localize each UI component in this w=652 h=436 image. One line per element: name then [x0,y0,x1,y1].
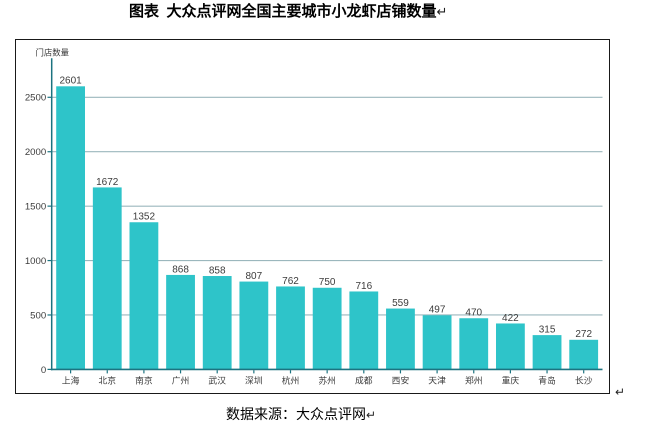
bar-value-label: 422 [502,313,519,324]
x-tick-label: 北京 [98,374,116,385]
bar-value-label: 716 [355,281,372,292]
y-tick-label: 2000 [25,147,46,158]
y-axis-title: 门店数量 [36,48,70,58]
chart-title-text: 图表 大众点评网全国主要城市小龙虾店铺数量 [129,4,437,20]
bar-value-label: 1672 [96,177,119,188]
x-tick-label: 深圳 [245,375,263,385]
x-tick-label: 南京 [135,374,153,385]
bar [56,86,85,370]
paragraph-mark-icon: ↵ [436,4,448,19]
bar-value-label: 2601 [59,76,82,87]
bar [276,286,305,370]
bar [349,291,379,370]
bar-value-label: 559 [392,298,409,309]
bar-value-label: 868 [172,264,189,275]
paragraph-mark-icon: ↵ [615,385,626,399]
bar-value-label: 497 [429,305,446,316]
x-tick-label: 杭州 [282,374,300,385]
y-tick-label: 500 [30,310,46,321]
bar [92,187,122,370]
bar-value-label: 762 [282,276,299,287]
bar-value-label: 750 [319,277,336,288]
y-tick-label: 2500 [25,93,46,104]
bar [496,323,525,370]
bar [386,308,415,370]
chart-frame: 2601 上海 1672 北京 1352 南京 868 广州 858 武汉 807 深圳 762 杭州 75… [15,39,610,394]
data-source-line: 数据来源：大众点评网↵ [226,406,376,423]
bar-value-label: 1352 [133,212,156,223]
bar [569,339,599,370]
bar [129,222,159,370]
x-tick-label: 上海 [62,374,80,385]
bar [532,335,562,370]
x-tick-label: 广州 [172,374,190,385]
y-tick-label: 1500 [25,202,46,213]
x-tick-label: 长沙 [575,374,593,385]
x-tick-label: 西安 [392,374,410,385]
bar [166,274,195,370]
chart-title: 图表 大众点评网全国主要城市小龙虾店铺数量↵ [129,2,447,22]
data-source-text: 数据来源：大众点评网 [226,406,366,422]
paragraph-mark-icon: ↵ [366,408,377,422]
x-tick-label: 重庆 [502,374,520,385]
x-tick-label: 武汉 [208,374,226,385]
bar [239,281,269,370]
bar [312,287,342,370]
bar [459,318,489,370]
bar-value-label: 315 [539,325,556,336]
x-tick-label: 青岛 [538,374,556,385]
bar-value-label: 807 [246,271,263,282]
x-tick-label: 苏州 [318,374,336,385]
bar-value-label: 858 [209,265,226,276]
y-tick-label: 1000 [25,256,46,267]
bar-value-label: 470 [465,308,482,319]
x-tick-label: 成都 [355,374,373,385]
x-tick-label: 天津 [428,375,446,385]
bar-chart: 2601 上海 1672 北京 1352 南京 868 广州 858 武汉 807 深圳 762 杭州 75… [25,48,603,385]
bar [422,315,452,370]
x-tick-label: 郑州 [465,374,483,385]
bar-value-label: 272 [575,329,592,340]
y-tick-label: 0 [41,365,46,376]
bar [202,276,232,370]
